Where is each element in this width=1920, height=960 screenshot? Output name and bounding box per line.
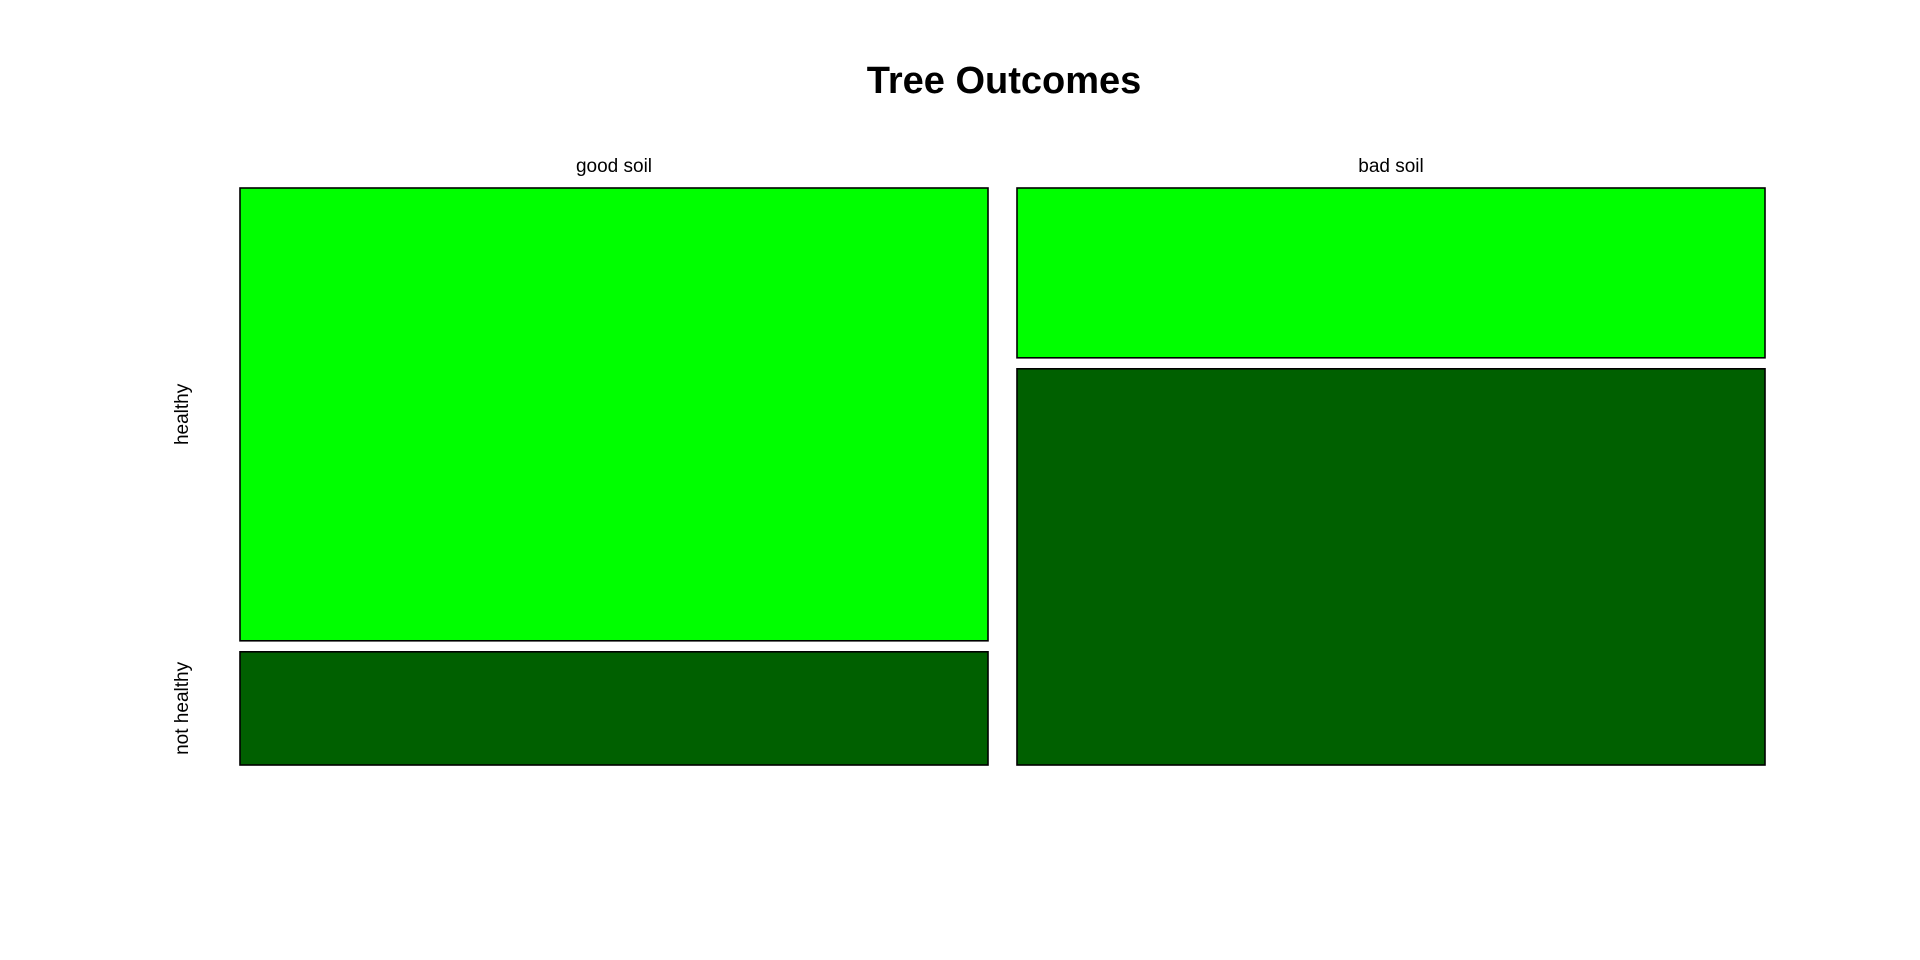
tile-bad-soil-not-healthy <box>1016 367 1766 766</box>
row-label: not healthy <box>172 661 193 754</box>
tile-good-soil-not-healthy <box>239 650 989 766</box>
tile-bad-soil-healthy <box>1016 187 1766 359</box>
row-labels: healthy not healthy <box>172 383 193 755</box>
column-label: bad soil <box>1358 156 1424 177</box>
mosaic-tiles <box>239 187 1766 766</box>
tile-good-soil-healthy <box>239 187 989 642</box>
column-labels: good soil bad soil <box>576 156 1424 177</box>
chart-title: Tree Outcomes <box>867 60 1142 102</box>
column-label: good soil <box>576 156 652 177</box>
row-label: healthy <box>172 383 193 445</box>
